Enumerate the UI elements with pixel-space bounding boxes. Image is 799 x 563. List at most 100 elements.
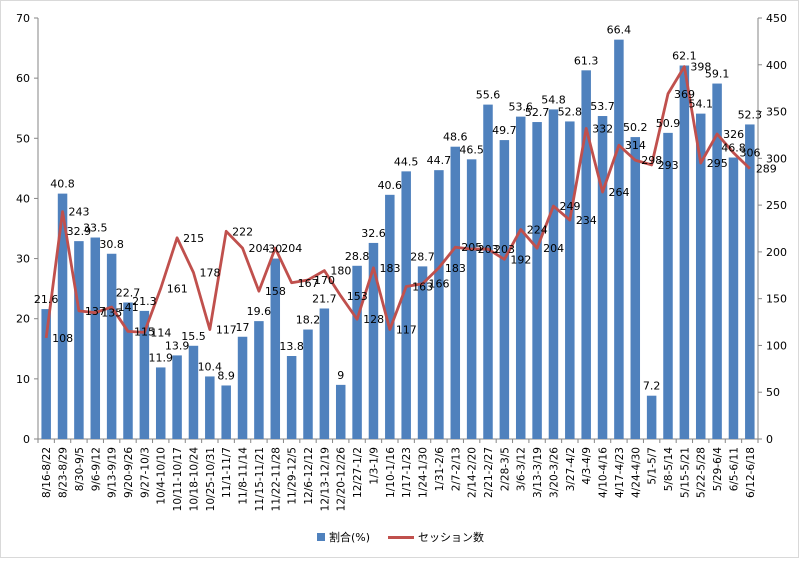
line-data-label: 141 — [118, 301, 139, 314]
bar-data-label: 54.1 — [688, 98, 713, 111]
category-label: 3/6-3/12 — [516, 447, 528, 491]
left-tick-label: 30 — [16, 253, 30, 266]
left-tick-label: 0 — [23, 433, 30, 446]
bar — [172, 355, 182, 439]
line-data-label: 163 — [412, 281, 433, 294]
bar-data-label: 46.5 — [459, 143, 484, 156]
bar-data-label: 13.8 — [279, 340, 304, 353]
category-label: 1/17-1/23 — [401, 447, 413, 498]
bar-data-label: 53.7 — [590, 100, 615, 113]
bar-data-label: 19.6 — [247, 305, 272, 318]
category-label: 2/7-2/13 — [450, 447, 462, 491]
bar — [548, 109, 559, 439]
bar-data-label: 21.3 — [132, 295, 157, 308]
bar — [237, 336, 248, 439]
category-label: 12/13-12/19 — [319, 447, 331, 511]
category-label: 10/18-10/24 — [188, 447, 200, 512]
bar-data-label: 18.2 — [296, 314, 321, 327]
bar — [254, 321, 264, 439]
line-data-label: 205 — [461, 241, 482, 254]
category-label: 11/1-11/7 — [221, 447, 233, 498]
line-data-label: 204 — [249, 242, 270, 255]
right-tick-label: 250 — [766, 199, 787, 212]
category-label: 9/20-9/26 — [123, 447, 135, 498]
line-data-label: 306 — [739, 147, 760, 160]
bar-data-label: 22.7 — [116, 286, 141, 299]
bar — [270, 258, 281, 439]
line-data-label: 204 — [543, 242, 564, 255]
category-label: 12/27-1/2 — [352, 447, 364, 498]
category-label: 8/16-8/22 — [41, 447, 53, 498]
bar — [123, 302, 133, 439]
bar — [450, 146, 461, 439]
line-data-label: 153 — [347, 290, 368, 303]
category-label: 5/22-5/28 — [696, 447, 708, 498]
line-data-label: 293 — [658, 159, 679, 172]
bar — [630, 137, 641, 439]
category-label: 6/5-6/11 — [728, 447, 740, 491]
line-data-label: 167 — [298, 277, 319, 290]
line-data-label: 369 — [674, 88, 695, 101]
category-label: 5/29-6/4 — [712, 447, 724, 492]
bar — [581, 70, 591, 440]
bar — [385, 194, 395, 439]
line-data-label: 108 — [52, 332, 73, 345]
bar-data-label: 55.6 — [476, 89, 501, 102]
category-label: 5/8-5/14 — [663, 447, 675, 492]
category-label: 4/17-4/23 — [614, 447, 626, 498]
bar-data-label: 30 — [268, 243, 282, 256]
category-label: 12/6-12/12 — [303, 447, 315, 505]
bar-data-label: 46.8 — [721, 142, 746, 155]
line-data-label: 158 — [265, 285, 286, 298]
bar-data-label: 40.8 — [50, 178, 75, 191]
bar — [41, 309, 51, 439]
bar — [646, 395, 657, 439]
line-data-label: 332 — [592, 122, 613, 135]
left-tick-label: 60 — [16, 72, 30, 85]
line-data-label: 295 — [707, 157, 728, 170]
category-label: 11/8-11/14 — [238, 447, 250, 505]
bar-data-label: 10.4 — [198, 360, 223, 373]
line-data-label: 114 — [150, 326, 171, 339]
legend-item-line: セッション数 — [388, 529, 484, 545]
category-label: 8/30-9/5 — [74, 447, 86, 491]
category-label: 2/14-2/20 — [467, 447, 479, 498]
right-tick-label: 100 — [766, 339, 787, 352]
category-label: 1/10-1/16 — [385, 447, 397, 498]
bar-data-label: 33.5 — [83, 222, 108, 235]
line-data-label: 298 — [641, 154, 662, 167]
line-data-label: 192 — [510, 253, 531, 266]
line-data-label: 180 — [330, 265, 351, 278]
left-tick-label: 20 — [16, 313, 30, 326]
bar-data-label: 28.7 — [410, 250, 435, 263]
category-label: 2/21-2/27 — [483, 447, 495, 498]
category-label: 1/31-2/6 — [434, 447, 446, 492]
bar-data-label: 11.9 — [148, 351, 173, 364]
bar — [434, 170, 444, 439]
session-line — [44, 65, 751, 339]
bar-data-label: 52.8 — [558, 105, 583, 118]
bar-data-label: 44.5 — [394, 155, 419, 168]
bar — [597, 116, 608, 439]
bar-data-label: 66.4 — [607, 24, 632, 37]
bar — [188, 345, 199, 439]
bar — [90, 237, 101, 439]
category-label: 12/20-12/26 — [336, 447, 348, 512]
bar-data-label: 7.2 — [643, 380, 661, 393]
category-label: 11/29-12/5 — [287, 447, 299, 505]
line-data-label: 243 — [69, 206, 90, 219]
bar — [466, 159, 477, 440]
bar — [499, 140, 510, 439]
category-label: 9/27-10/3 — [139, 447, 151, 498]
bar — [303, 329, 313, 439]
bar-data-label: 17 — [236, 321, 250, 334]
category-label: 1/24-1/30 — [418, 447, 430, 498]
line-data-label: 289 — [756, 163, 777, 176]
left-tick-label: 10 — [16, 373, 30, 386]
line-data-label: 222 — [232, 225, 253, 238]
bar-data-label: 8.9 — [217, 369, 235, 382]
bar-data-label: 50.2 — [623, 121, 648, 134]
bar — [565, 121, 575, 440]
right-tick-label: 200 — [766, 246, 787, 259]
